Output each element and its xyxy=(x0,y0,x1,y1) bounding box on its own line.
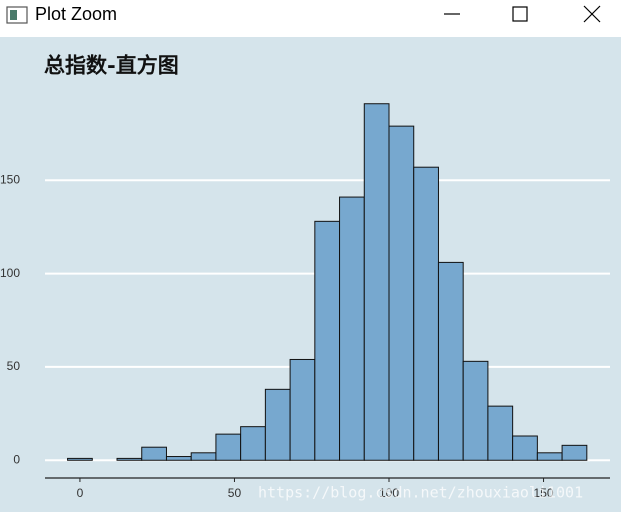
y-tick-label: 0 xyxy=(13,452,20,466)
y-tick-label: 100 xyxy=(0,266,20,280)
bar xyxy=(487,405,514,461)
x-tick-label: 100 xyxy=(379,486,399,500)
close-button[interactable] xyxy=(583,5,601,23)
bar xyxy=(437,261,464,461)
x-tick-label: 150 xyxy=(534,486,554,500)
bar xyxy=(190,452,217,461)
bar xyxy=(512,435,538,461)
maximize-button[interactable] xyxy=(512,6,528,22)
chart-title: 总指数-直方图 xyxy=(44,53,179,78)
bar xyxy=(141,446,167,461)
window-title: Plot Zoom xyxy=(35,4,117,24)
bar xyxy=(413,166,439,461)
bar xyxy=(363,103,390,461)
bar xyxy=(314,220,341,461)
bar xyxy=(67,457,93,461)
bar xyxy=(339,196,365,461)
bar xyxy=(388,125,415,461)
y-tick-label: 50 xyxy=(7,359,21,373)
bar xyxy=(289,358,316,461)
bar xyxy=(240,426,266,461)
bar xyxy=(116,457,143,461)
bar xyxy=(561,444,588,461)
bar xyxy=(462,360,489,461)
y-tick-label: 150 xyxy=(0,172,20,186)
bar xyxy=(536,452,563,461)
bar xyxy=(165,456,192,461)
title-bar xyxy=(0,0,621,37)
bar xyxy=(215,433,242,461)
app-icon xyxy=(6,6,28,24)
x-tick-label: 50 xyxy=(228,486,242,500)
bar xyxy=(264,388,291,461)
x-tick-label: 0 xyxy=(77,486,84,500)
watermark: https://blog.csdn.net/zhouxiaoli1001 xyxy=(258,484,583,502)
